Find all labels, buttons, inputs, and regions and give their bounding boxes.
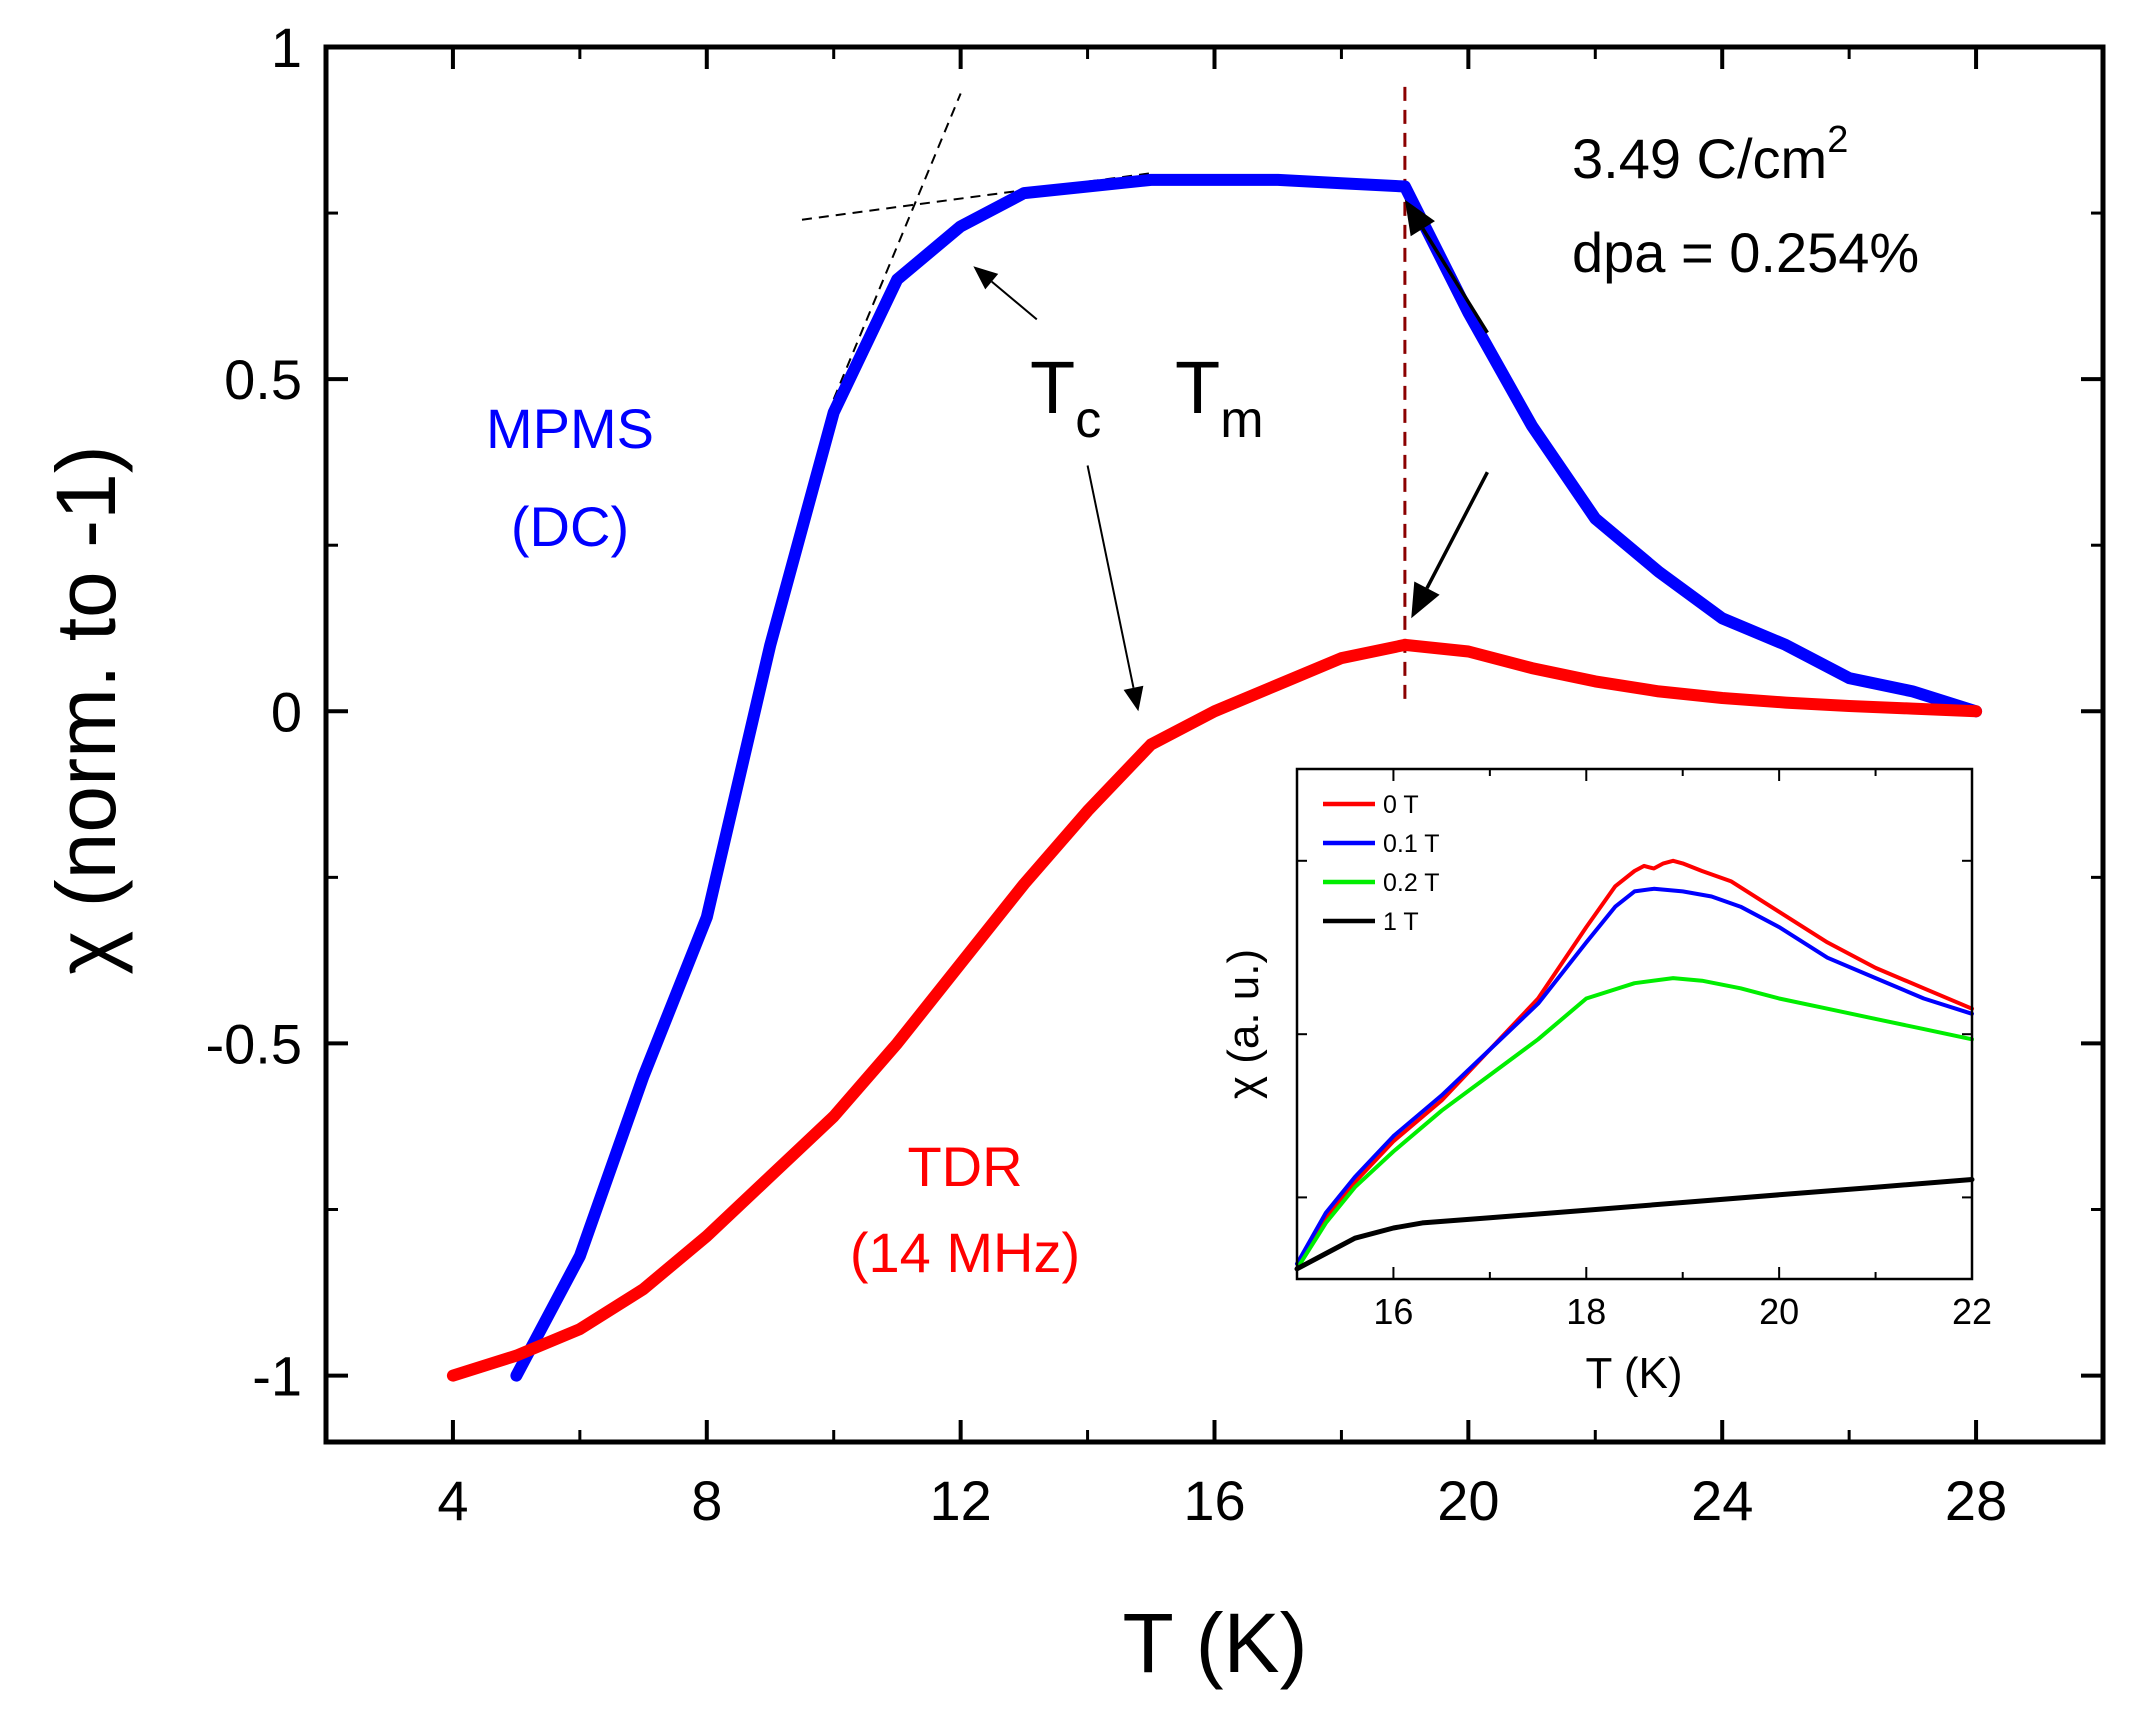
tm-main: T [1175,346,1220,429]
inset-x-tick-label: 18 [1566,1291,1606,1332]
mpms-label-line2: (DC) [511,495,629,558]
inset-series-group [1294,858,1975,1272]
tc-label: Tc [1030,346,1101,449]
y-axis-title: χ (norm. to -1) [39,445,133,975]
inset-ticks: 16 18 20 22 [1296,769,1992,1332]
inset-frame [1295,767,1974,1281]
tm-arrow-1-shaft [1425,471,1489,589]
y-tick-label: 0.5 [224,348,302,411]
x-tick-label: 24 [1691,1469,1753,1532]
inset-background [1297,769,1972,1279]
y-tick-label: -1 [252,1345,302,1408]
tc-subscript: c [1075,391,1101,449]
tm-subscript: m [1220,391,1263,449]
tc-tangent-line-1 [832,93,962,400]
inset-x-axis-title: T (K) [1586,1349,1683,1398]
series-line-tdr [446,638,1983,1382]
inset-series-line-2 [1295,976,1974,1271]
inset-x-tick-label: 16 [1373,1291,1413,1332]
y-tick-label: 0 [271,680,302,743]
tc-arrow-1-shaft [1086,465,1135,688]
inset-series-line-0 [1295,858,1974,1271]
tm-arrow-0-head [1404,199,1435,237]
series-line-mpms [510,173,1983,1382]
x-axis-title: T (K) [1122,1596,1307,1690]
tm-label: Tm [1175,346,1264,449]
dpa-label: dpa = 0.254% [1572,221,1919,284]
dose-value: 3.49 C/cm [1572,127,1827,190]
inset-series-line-3 [1294,1177,1975,1272]
main-arrows [973,199,1489,712]
x-tick-label: 20 [1437,1469,1499,1532]
legend-label-0: 0 T [1383,791,1419,819]
tc-arrow-0-head [973,266,999,290]
tm-arrow-0-shaft [1421,227,1489,334]
tdr-label-line1: TDR [907,1135,1022,1198]
tc-main: T [1030,346,1075,429]
y-tick-label: 1 [271,16,302,79]
legend-label-2: 0.2 T [1383,869,1440,897]
inset-series-line-1 [1295,886,1974,1266]
dose-label: 3.49 C/cm2 [1572,119,1848,190]
mpms-label-line1: MPMS [486,397,654,460]
main-series-group [446,173,1983,1382]
x-tick-label: 16 [1183,1469,1245,1532]
inset-y-axis-title: χ (a. u.) [1219,949,1268,1099]
x-tick-label: 8 [691,1469,722,1532]
inset-legend: 0 T 0.1 T 0.2 T 1 T [1323,791,1440,936]
x-tick-label: 4 [437,1469,468,1532]
inset-x-tick-label: 22 [1952,1291,1992,1332]
inset-border [1295,767,1974,1281]
inset-x-tick-label: 20 [1759,1291,1799,1332]
main-ticks: 4 8 12 16 20 24 28 -1 -0.5 0 0.5 1 [206,16,2105,1532]
tm-arrow-1-head [1411,581,1440,619]
x-tick-label: 12 [929,1469,991,1532]
legend-label-3: 1 T [1383,908,1419,936]
tc-arrow-1-head [1123,685,1144,712]
tc-arrow-0-shaft [991,280,1038,321]
tdr-label-line2: (14 MHz) [850,1221,1080,1284]
legend-label-1: 0.1 T [1383,830,1440,858]
x-tick-label: 28 [1945,1469,2007,1532]
y-tick-label: -0.5 [206,1012,303,1075]
inset-chart: 16 18 20 22 0 T 0.1 T 0.2 T 1 T T (K) χ (a. u.… [1219,767,1992,1398]
dose-superscript: 2 [1827,119,1848,161]
